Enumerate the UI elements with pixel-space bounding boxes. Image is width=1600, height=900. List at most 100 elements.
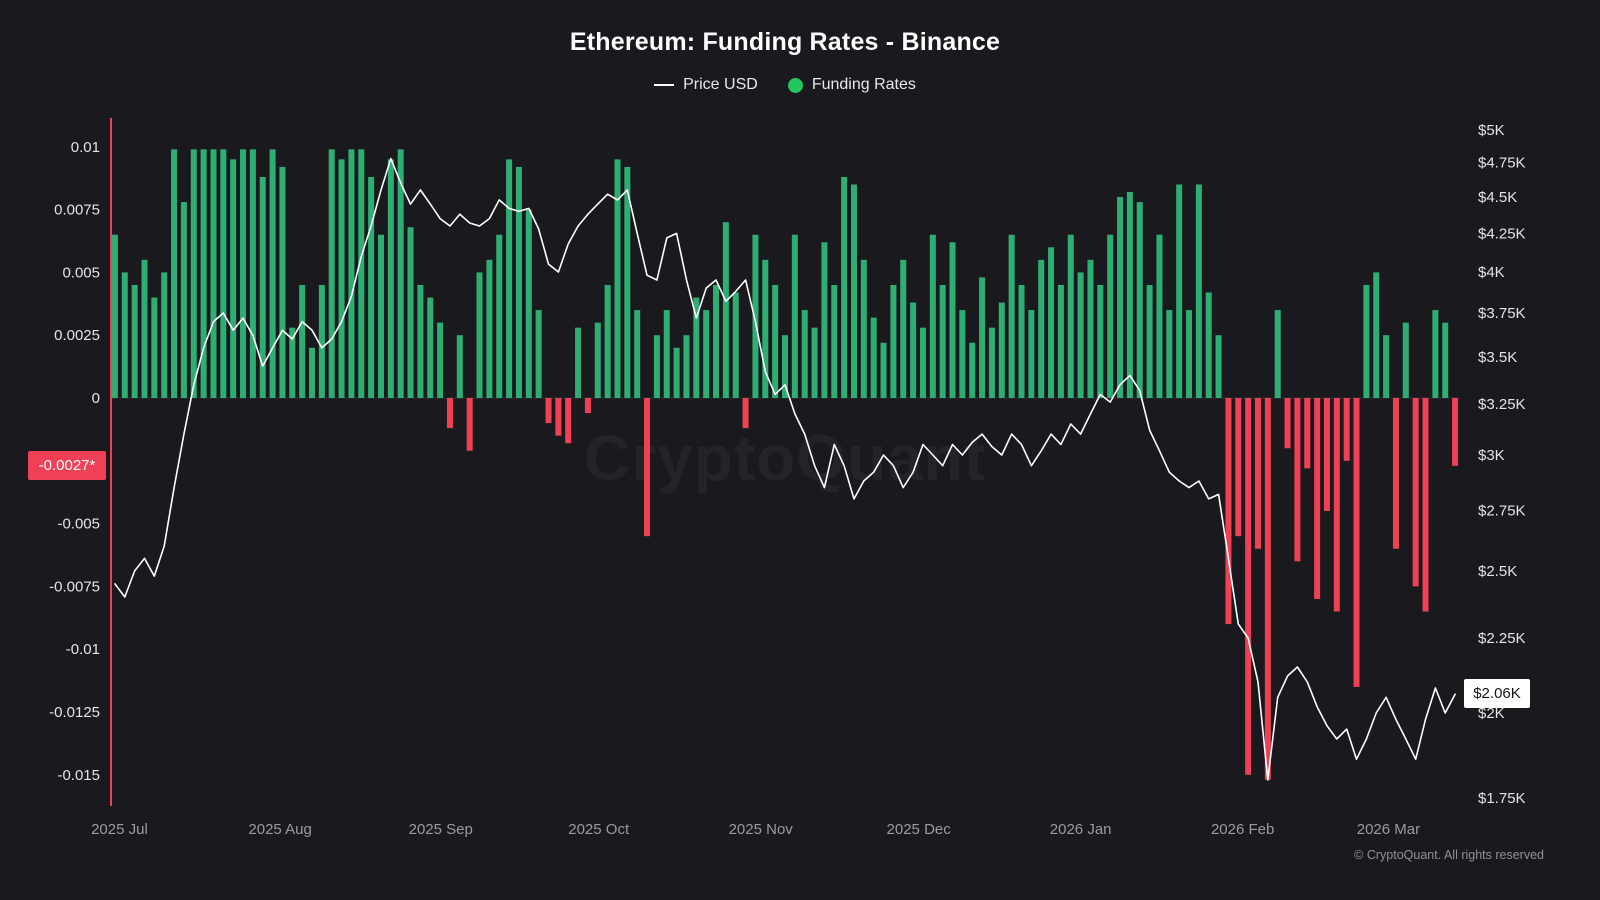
funding-bar bbox=[1383, 335, 1390, 398]
funding-bar bbox=[811, 327, 818, 398]
funding-bar bbox=[1294, 398, 1301, 562]
price-last-value-badge: $2.06K bbox=[1464, 679, 1530, 709]
funding-bar bbox=[1353, 398, 1360, 687]
funding-bar bbox=[634, 310, 641, 398]
left-axis-tick-label: -0.0125 bbox=[49, 704, 100, 721]
funding-bar bbox=[1392, 398, 1399, 549]
funding-bar bbox=[693, 297, 700, 398]
funding-bar bbox=[1412, 398, 1419, 587]
funding-bar bbox=[1077, 272, 1084, 398]
funding-bar bbox=[161, 272, 168, 398]
funding-bar bbox=[703, 310, 710, 398]
funding-bar bbox=[969, 342, 976, 398]
left-axis-tick-label: -0.005 bbox=[57, 516, 100, 533]
legend: Price USD Funding Rates bbox=[0, 76, 1570, 94]
funding-bar bbox=[1373, 272, 1380, 398]
funding-bar bbox=[555, 398, 562, 436]
funding-bar bbox=[515, 166, 522, 398]
funding-bar bbox=[900, 259, 907, 398]
right-axis-tick-label: $2.75K bbox=[1478, 502, 1526, 519]
funding-bar bbox=[1126, 192, 1133, 398]
funding-bar bbox=[1117, 197, 1124, 398]
funding-bar bbox=[1402, 322, 1409, 398]
funding-bar bbox=[722, 222, 729, 398]
funding-bar bbox=[180, 202, 187, 398]
funding-bar bbox=[575, 327, 582, 398]
funding-bar bbox=[673, 347, 680, 398]
funding-bar bbox=[1176, 184, 1183, 398]
funding-bar bbox=[318, 284, 325, 398]
funding-bar bbox=[1205, 292, 1212, 398]
x-axis-month-label: 2025 Dec bbox=[887, 821, 952, 838]
funding-bar bbox=[713, 284, 720, 398]
funding-bar bbox=[476, 272, 483, 398]
funding-bar bbox=[880, 342, 887, 398]
funding-bar bbox=[131, 284, 138, 398]
funding-bar bbox=[249, 149, 256, 398]
x-axis-month-label: 2026 Mar bbox=[1357, 821, 1420, 838]
funding-bar bbox=[870, 317, 877, 398]
copyright-note: © CryptoQuant. All rights reserved bbox=[1354, 848, 1544, 862]
funding-bar bbox=[545, 398, 552, 424]
funding-bar bbox=[141, 259, 148, 398]
funding-bar bbox=[1136, 202, 1143, 398]
funding-bar bbox=[910, 302, 917, 398]
funding-bar bbox=[1028, 310, 1035, 398]
legend-item-funding[interactable]: Funding Rates bbox=[787, 76, 916, 94]
funding-bar bbox=[772, 284, 779, 398]
funding-bar bbox=[1363, 284, 1370, 398]
left-axis-tick-label: 0.0075 bbox=[54, 202, 100, 219]
x-axis-month-label: 2025 Oct bbox=[568, 821, 630, 838]
funding-bar bbox=[397, 149, 404, 398]
funding-bar bbox=[358, 149, 365, 398]
funding-bar bbox=[1452, 398, 1459, 466]
funding-bar bbox=[752, 234, 759, 398]
chart-title: Ethereum: Funding Rates - Binance bbox=[569, 28, 1001, 56]
right-axis-tick-label: $4.75K bbox=[1478, 155, 1526, 172]
right-axis-tick-label: $2.5K bbox=[1478, 563, 1517, 580]
legend-item-price[interactable]: Price USD bbox=[654, 76, 758, 94]
funding-bar bbox=[1087, 259, 1094, 398]
funding-bar bbox=[1333, 398, 1340, 612]
funding-bar bbox=[190, 149, 197, 398]
funding-bar bbox=[1166, 310, 1173, 398]
x-axis-month-label: 2025 Jul bbox=[91, 821, 148, 838]
x-axis-month-label: 2025 Sep bbox=[409, 821, 473, 838]
funding-bar bbox=[230, 159, 237, 398]
funding-bar bbox=[742, 398, 749, 429]
funding-bar bbox=[387, 159, 394, 398]
funding-bar bbox=[259, 176, 266, 398]
right-axis-tick-label: $4K bbox=[1478, 264, 1505, 281]
funding-bar bbox=[525, 209, 532, 398]
funding-bar bbox=[269, 149, 276, 398]
funding-bar bbox=[151, 297, 158, 398]
funding-bar bbox=[860, 259, 867, 398]
funding-bar bbox=[1442, 322, 1449, 398]
funding-bar bbox=[121, 272, 128, 398]
funding-bar bbox=[1225, 398, 1232, 625]
funding-bar bbox=[417, 284, 424, 398]
funding-bar bbox=[1245, 398, 1252, 775]
funding-bar bbox=[1156, 234, 1163, 398]
funding-bar bbox=[782, 335, 788, 398]
funding-bar bbox=[220, 149, 227, 398]
right-axis-tick-label: $1.75K bbox=[1478, 790, 1526, 807]
funding-bar bbox=[368, 176, 375, 398]
left-axis-tick-label: -0.0075 bbox=[49, 578, 100, 595]
funding-bar bbox=[437, 322, 444, 398]
funding-dot-icon bbox=[787, 77, 803, 93]
funding-bar bbox=[1274, 310, 1281, 398]
funding-bar bbox=[427, 297, 434, 398]
funding-bar bbox=[348, 149, 355, 398]
funding-bar bbox=[171, 149, 178, 398]
right-axis-tick-label: $4.5K bbox=[1478, 189, 1517, 206]
legend-funding-label: Funding Rates bbox=[811, 76, 916, 93]
funding-bar bbox=[988, 327, 995, 398]
funding-bar bbox=[565, 398, 572, 444]
funding-bar bbox=[111, 234, 118, 398]
funding-bar bbox=[1323, 398, 1330, 512]
funding-bar bbox=[328, 149, 335, 398]
funding-bar bbox=[998, 302, 1005, 398]
